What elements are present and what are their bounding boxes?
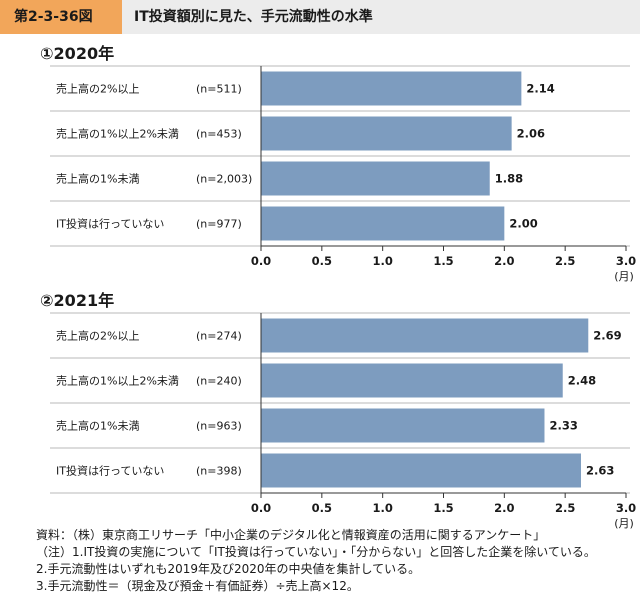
x-tick-label: 0.5 (312, 501, 332, 515)
sample-size-label: (n=274) (196, 330, 242, 343)
x-tick-label: 1.0 (372, 254, 392, 268)
x-tick-label: 0.0 (251, 501, 271, 515)
data-label: 2.33 (549, 419, 577, 433)
source-note: 資料：（株）東京商工リサーチ「中小企業のデジタル化と情報資産の活用に関するアンケ… (36, 528, 546, 542)
figure-number-badge: 第2-3-36図 (0, 0, 122, 34)
sample-size-label: (n=977) (196, 218, 242, 231)
x-tick-label: 2.5 (555, 501, 575, 515)
data-label: 2.14 (526, 82, 554, 96)
category-label: IT投資は行っていない (56, 217, 164, 231)
footnote-1: （注）1.IT投資の実施について「IT投資は行っていない」・「分からない」と回答… (36, 545, 596, 559)
data-label: 2.48 (568, 374, 596, 388)
footnote-2: 2.手元流動性はいずれも2019年及び2020年の中央値を集計している。 (36, 562, 421, 576)
data-label: 2.63 (586, 464, 614, 478)
category-label: IT投資は行っていない (56, 464, 164, 478)
bar (261, 408, 545, 443)
category-label: 売上高の1%以上2%未満 (56, 374, 179, 388)
x-tick-label: 0.0 (251, 254, 271, 268)
x-tick-label: 1.5 (433, 254, 453, 268)
bar (261, 453, 581, 488)
category-label: 売上高の1%未満 (56, 419, 139, 433)
x-tick-label: 1.0 (372, 501, 392, 515)
x-tick-label: 2.0 (494, 501, 514, 515)
bar (261, 318, 589, 353)
sample-size-label: (n=963) (196, 420, 242, 433)
x-tick-label: 0.5 (312, 254, 332, 268)
chart-2-title: ②2021年 (40, 291, 115, 310)
bar (261, 71, 522, 106)
category-label: 売上高の1%未満 (56, 172, 139, 186)
chart-2021: 売上高の2%以上 (n=274) 2.69 売上高の1%以上2%未満 (n=240) 2.… (50, 312, 636, 530)
data-label: 1.88 (495, 172, 523, 186)
chart-2020: 売上高の2%以上 (n=511) 2.14 売上高の1%以上2%未満 (n=453) 2.… (50, 65, 636, 283)
bar (261, 206, 505, 241)
x-tick-label: 3.0 (616, 254, 636, 268)
data-label: 2.00 (509, 217, 537, 231)
data-label: 2.69 (593, 329, 621, 343)
category-label: 売上高の1%以上2%未満 (56, 127, 179, 141)
x-tick-label: 2.0 (494, 254, 514, 268)
x-tick-label: 3.0 (616, 501, 636, 515)
figure-title: IT投資額別に見た、手元流動性の水準 (134, 9, 373, 25)
x-axis-unit: (月) (614, 270, 634, 283)
sample-size-label: (n=2,003) (196, 173, 252, 186)
bar (261, 363, 563, 398)
sample-size-label: (n=453) (196, 128, 242, 141)
x-tick-label: 1.5 (433, 501, 453, 515)
data-label: 2.06 (517, 127, 545, 141)
category-label: 売上高の2%以上 (56, 82, 139, 96)
x-tick-label: 2.5 (555, 254, 575, 268)
bar (261, 161, 490, 196)
chart-1-title: ①2020年 (40, 44, 115, 63)
sample-size-label: (n=240) (196, 375, 242, 388)
bar (261, 116, 512, 151)
x-axis-unit: (月) (614, 517, 634, 530)
sample-size-label: (n=398) (196, 465, 242, 478)
sample-size-label: (n=511) (196, 83, 242, 96)
footnote-3: 3.手元流動性＝（現金及び預金＋有価証券）÷売上高×12。 (36, 579, 359, 593)
notes-block: 資料：（株）東京商工リサーチ「中小企業のデジタル化と情報資産の活用に関するアンケ… (36, 527, 596, 595)
category-label: 売上高の2%以上 (56, 329, 139, 343)
